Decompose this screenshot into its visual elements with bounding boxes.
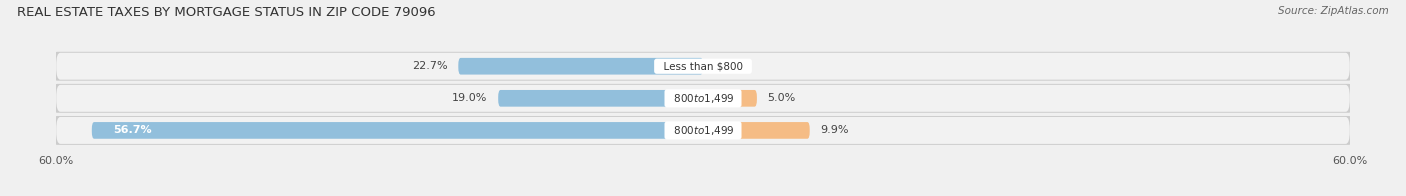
FancyBboxPatch shape — [53, 116, 1353, 145]
FancyBboxPatch shape — [56, 117, 1350, 144]
FancyBboxPatch shape — [703, 122, 810, 139]
Text: $800 to $1,499: $800 to $1,499 — [666, 92, 740, 105]
FancyBboxPatch shape — [703, 90, 756, 107]
Text: Less than $800: Less than $800 — [657, 61, 749, 71]
Text: REAL ESTATE TAXES BY MORTGAGE STATUS IN ZIP CODE 79096: REAL ESTATE TAXES BY MORTGAGE STATUS IN … — [17, 6, 436, 19]
FancyBboxPatch shape — [458, 58, 703, 74]
Text: 9.9%: 9.9% — [821, 125, 849, 135]
Text: 19.0%: 19.0% — [453, 93, 488, 103]
FancyBboxPatch shape — [53, 84, 1353, 113]
Text: $800 to $1,499: $800 to $1,499 — [666, 124, 740, 137]
Text: 22.7%: 22.7% — [412, 61, 447, 71]
Text: 5.0%: 5.0% — [768, 93, 796, 103]
FancyBboxPatch shape — [56, 53, 1350, 80]
FancyBboxPatch shape — [498, 90, 703, 107]
Text: 56.7%: 56.7% — [114, 125, 152, 135]
FancyBboxPatch shape — [91, 122, 703, 139]
Text: Source: ZipAtlas.com: Source: ZipAtlas.com — [1278, 6, 1389, 16]
FancyBboxPatch shape — [53, 52, 1353, 81]
FancyBboxPatch shape — [56, 85, 1350, 112]
Text: 0.0%: 0.0% — [714, 61, 742, 71]
